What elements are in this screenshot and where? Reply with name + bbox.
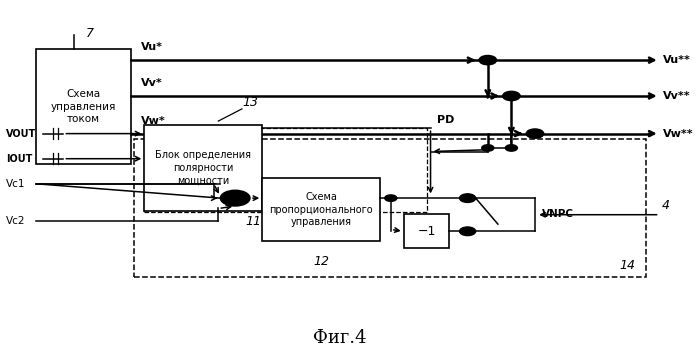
Text: Vw*: Vw* <box>141 116 166 126</box>
Bar <box>134 139 646 277</box>
Circle shape <box>479 55 496 65</box>
Text: Vu*: Vu* <box>141 42 163 52</box>
Text: Фиг.4: Фиг.4 <box>313 329 366 347</box>
Circle shape <box>459 227 476 236</box>
Circle shape <box>503 91 520 100</box>
Bar <box>36 50 131 164</box>
Bar <box>262 178 380 241</box>
Bar <box>144 124 262 211</box>
Text: +: + <box>228 191 236 201</box>
Text: PD: PD <box>438 115 454 124</box>
Text: IOUT: IOUT <box>6 154 33 164</box>
Circle shape <box>526 129 544 138</box>
Text: Vu**: Vu** <box>663 55 691 65</box>
Text: VNPC: VNPC <box>542 209 574 219</box>
Circle shape <box>459 194 476 202</box>
Text: ΔVc: ΔVc <box>253 185 273 194</box>
Text: Блок определения
полярности
мощности: Блок определения полярности мощности <box>155 150 251 185</box>
Text: Vc2: Vc2 <box>6 217 26 226</box>
Bar <box>403 214 449 248</box>
Text: −1: −1 <box>417 225 435 238</box>
Text: Vv**: Vv** <box>663 91 691 101</box>
Text: 13: 13 <box>242 95 258 108</box>
Text: −: − <box>227 197 236 207</box>
Text: 4: 4 <box>662 199 670 212</box>
Circle shape <box>384 195 397 201</box>
Text: 12: 12 <box>313 256 329 269</box>
Circle shape <box>220 190 250 206</box>
Circle shape <box>505 145 517 151</box>
Text: Vc1: Vc1 <box>6 179 26 189</box>
Text: Схема
пропорционального
управления: Схема пропорционального управления <box>269 193 373 227</box>
Text: Схема
управления
током: Схема управления током <box>51 89 116 124</box>
Text: 14: 14 <box>619 258 635 272</box>
Text: Vw**: Vw** <box>663 128 693 139</box>
Text: Vv*: Vv* <box>141 78 163 88</box>
Circle shape <box>482 145 494 151</box>
Bar <box>144 128 427 213</box>
Text: VOUT: VOUT <box>6 128 36 139</box>
Text: 7: 7 <box>86 27 94 40</box>
Text: 11: 11 <box>245 215 261 228</box>
